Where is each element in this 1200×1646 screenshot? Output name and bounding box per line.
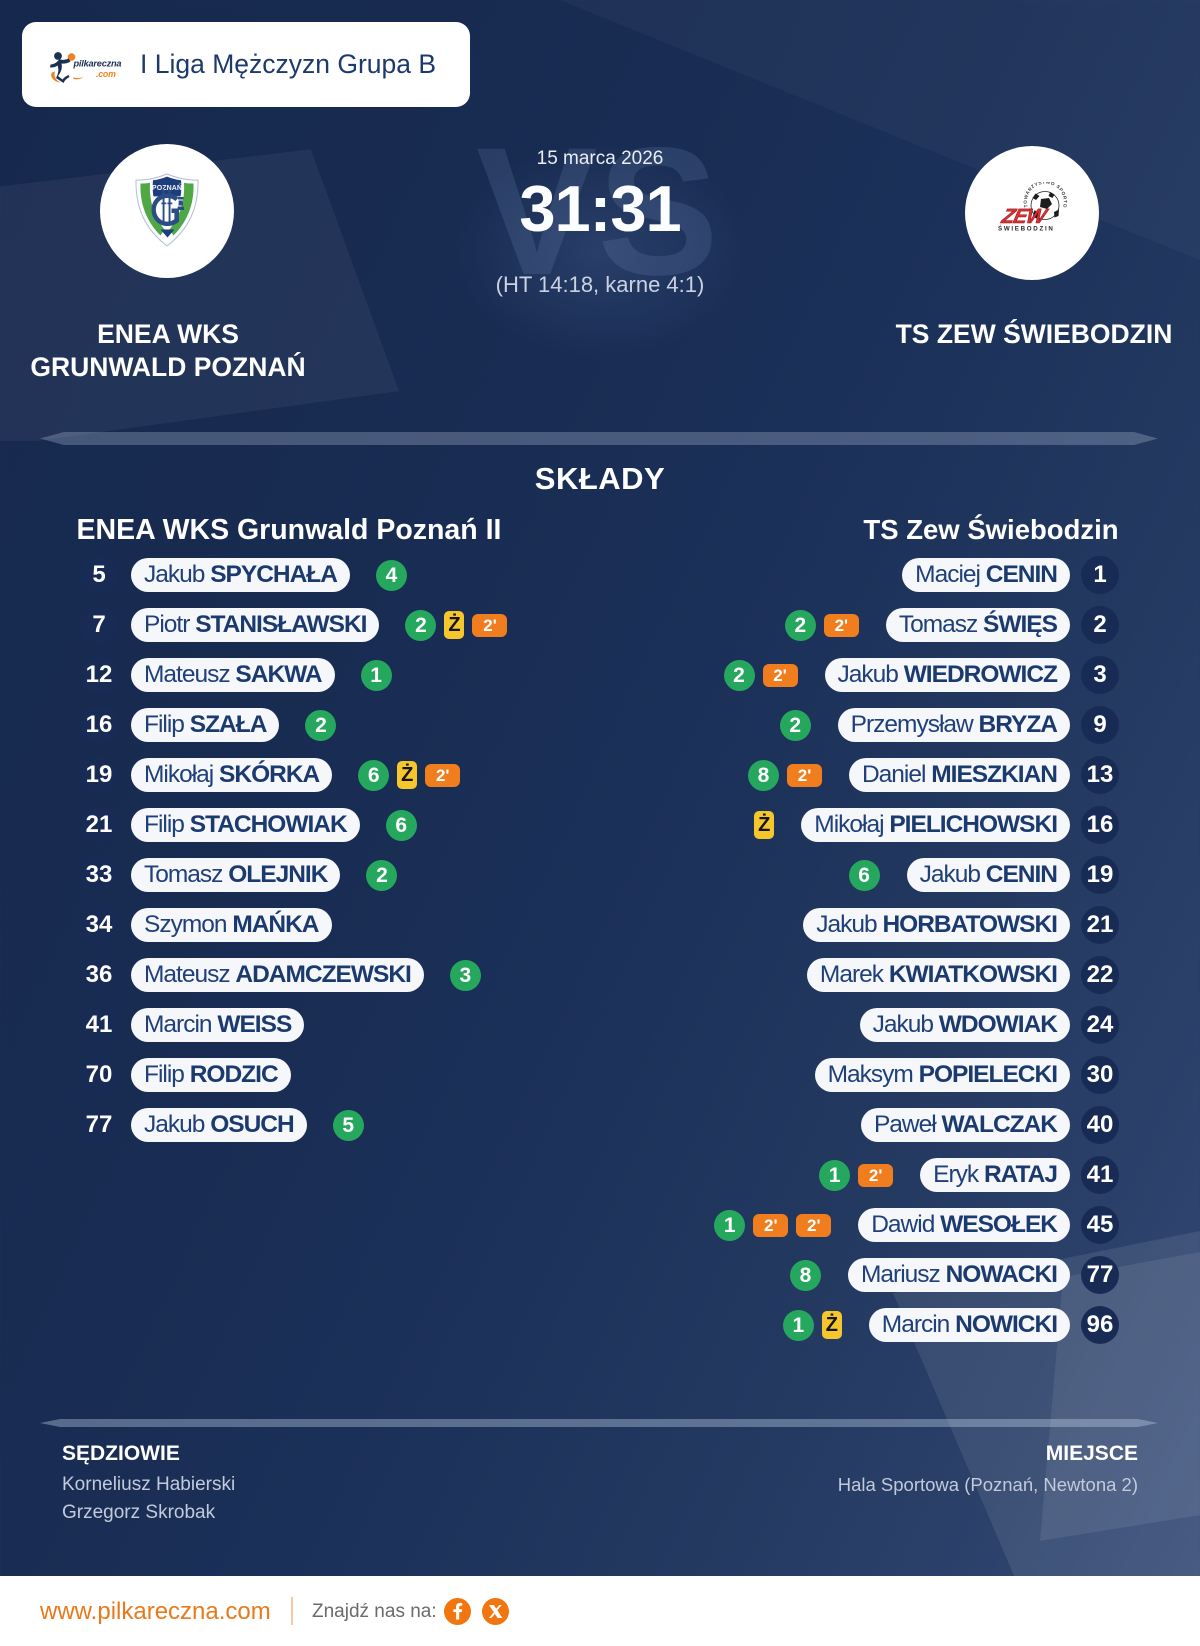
svg-text:ZEW: ZEW xyxy=(999,205,1051,228)
svg-text:POZNAŃ: POZNAŃ xyxy=(152,183,182,192)
svg-text:.com: .com xyxy=(96,69,116,79)
svg-text:ŚWIEBODZIN: ŚWIEBODZIN xyxy=(998,226,1055,233)
svg-text:pilkareczna: pilkareczna xyxy=(73,59,122,69)
